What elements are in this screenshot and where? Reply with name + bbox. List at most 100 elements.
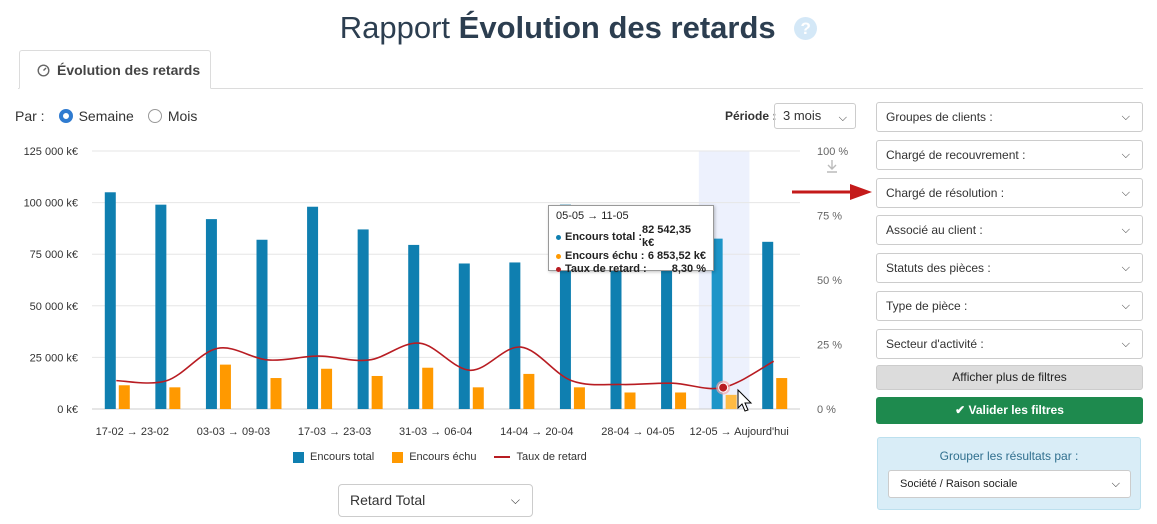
group-results-label: Grouper les résultats par : bbox=[939, 449, 1079, 463]
chevron-down-icon: ⌵ bbox=[1121, 262, 1130, 275]
bar-encours-echu bbox=[725, 394, 737, 409]
radio-semaine-dot[interactable] bbox=[58, 109, 73, 123]
tab-bar bbox=[18, 88, 1143, 89]
tooltip-value: 82 542,35 k€ bbox=[642, 224, 691, 249]
bar-encours-total bbox=[762, 241, 774, 409]
filter-label: Type de pièce : bbox=[886, 298, 968, 313]
filter-label: Groupes de clients : bbox=[886, 110, 993, 124]
y-tick-label: 75 000 k€ bbox=[30, 249, 78, 261]
bar-encours-echu bbox=[321, 368, 333, 409]
chevron-down-icon: ⌵ bbox=[1111, 478, 1120, 490]
legend-item-taux[interactable]: Taux de retard bbox=[494, 451, 587, 463]
filter-charge-recouvrement[interactable]: Chargé de recouvrement : ⌵ bbox=[876, 139, 1143, 170]
par-label: Par : bbox=[15, 108, 45, 124]
radio-mois[interactable]: Mois bbox=[147, 108, 198, 124]
legend-item-total[interactable]: Encours total bbox=[293, 451, 374, 463]
chevron-down-icon: ⌵ bbox=[1121, 148, 1130, 161]
legend-label-echu: Encours échu bbox=[409, 451, 477, 463]
filter-type-piece[interactable]: Type de pièce : ⌵ bbox=[876, 290, 1143, 321]
chevron-down-icon: ⌵ bbox=[1121, 337, 1130, 350]
periode-label: Période : bbox=[725, 109, 777, 123]
tab-label: Évolution des retards bbox=[57, 62, 201, 78]
y2-tick-label: 50 % bbox=[817, 275, 842, 287]
bar-encours-total bbox=[104, 192, 116, 409]
tooltip-row: Encours échu : 6 853,52 k€ bbox=[556, 250, 706, 263]
filter-secteur-activite[interactable]: Secteur d'activité : ⌵ bbox=[876, 328, 1143, 359]
filter-associe-client[interactable]: Associé au client : ⌵ bbox=[876, 215, 1143, 246]
filter-statuts-pieces[interactable]: Statuts des pièces : ⌵ bbox=[876, 253, 1143, 284]
bar-encours-echu bbox=[776, 378, 788, 409]
filter-groupes-clients[interactable]: Groupes de clients : ⌵ bbox=[876, 102, 1143, 132]
radio-semaine[interactable]: Semaine bbox=[58, 108, 134, 124]
y-tick-label: 100 000 k€ bbox=[24, 198, 78, 210]
retard-chart: 125 000 k€ 100 000 k€ 75 000 k€ 50 000 k€ 25… bbox=[24, 146, 849, 438]
bar-encours-total bbox=[559, 204, 571, 409]
x-tick-label: 17-03 → 23-03 bbox=[298, 426, 371, 438]
bar-encours-echu bbox=[169, 387, 181, 409]
y-tick-label: 50 000 k€ bbox=[30, 301, 78, 313]
bar-encours-echu bbox=[270, 378, 282, 409]
bar-encours-total bbox=[458, 263, 470, 409]
y-tick-label: 0 k€ bbox=[57, 404, 78, 416]
tooltip-row: Encours total : 82 542,35 k€ bbox=[556, 224, 706, 250]
bar-encours-total bbox=[509, 262, 521, 409]
filter-charge-resolution[interactable]: Chargé de résolution : ⌵ bbox=[876, 177, 1143, 208]
filter-label: Statuts des pièces : bbox=[886, 261, 991, 276]
more-filters-button[interactable]: Afficher plus de filtres bbox=[876, 365, 1143, 390]
legend-label-taux: Taux de retard bbox=[516, 451, 587, 463]
validate-filters-label: Valider les filtres bbox=[968, 403, 1064, 417]
retard-type-select[interactable]: Retard Total ⌵ bbox=[338, 484, 533, 517]
bar-encours-total bbox=[357, 229, 369, 409]
gauge-icon bbox=[37, 64, 50, 77]
tooltip-row: Taux de retard : 8,30 % bbox=[556, 263, 706, 276]
radio-semaine-label: Semaine bbox=[78, 108, 134, 124]
periode-value: 3 mois bbox=[783, 108, 822, 123]
filter-label: Chargé de résolution : bbox=[886, 185, 1005, 200]
page-title: Rapport Évolution des retards ? bbox=[0, 10, 1157, 46]
chevron-down-icon: ⌵ bbox=[838, 112, 847, 124]
tooltip-period: 05-05 → 11-05 bbox=[556, 210, 629, 222]
legend-swatch-taux bbox=[494, 456, 511, 458]
x-tick-label: 12-05 → Aujourd'hui bbox=[689, 426, 788, 438]
tooltip-bullet bbox=[556, 234, 561, 240]
y2-tick-label: 75 % bbox=[817, 211, 842, 223]
tooltip-value: 6 853,52 k€ bbox=[647, 250, 706, 262]
group-results-box: Grouper les résultats par : Société / Ra… bbox=[877, 437, 1141, 510]
group-results-select[interactable]: Société / Raison sociale ⌵ bbox=[888, 470, 1131, 498]
chevron-down-icon: ⌵ bbox=[1121, 299, 1130, 312]
y-tick-label: 125 000 k€ bbox=[24, 146, 78, 158]
radio-mois-dot[interactable] bbox=[147, 109, 162, 123]
chevron-down-icon: ⌵ bbox=[1121, 224, 1130, 237]
bar-encours-echu bbox=[573, 387, 585, 409]
tooltip-label: Encours total : bbox=[564, 230, 642, 243]
bar-encours-total bbox=[205, 219, 217, 409]
granularity-selector: Par : Semaine Mois bbox=[15, 108, 211, 124]
bar-encours-total bbox=[408, 244, 420, 409]
download-icon bbox=[827, 160, 837, 173]
filter-label: Associé au client : bbox=[886, 223, 983, 238]
check-icon: ✔ bbox=[955, 403, 966, 417]
chevron-down-icon: ⌵ bbox=[1121, 186, 1130, 199]
y-tick-label: 25 000 k€ bbox=[30, 352, 78, 364]
help-icon[interactable]: ? bbox=[794, 17, 818, 40]
tooltip-label: Encours échu : bbox=[565, 250, 645, 262]
legend-item-echu[interactable]: Encours échu bbox=[392, 451, 476, 463]
validate-filters-button[interactable]: ✔ Valider les filtres bbox=[876, 397, 1143, 424]
x-tick-label: 14-04 → 20-04 bbox=[500, 426, 573, 438]
cursor-icon bbox=[737, 388, 753, 412]
periode-select[interactable]: 3 mois ⌵ bbox=[774, 103, 856, 129]
title-prefix: Rapport bbox=[339, 10, 451, 45]
bar-encours-echu bbox=[422, 367, 434, 409]
chevron-down-icon: ⌵ bbox=[510, 493, 520, 507]
bar-encours-echu bbox=[624, 392, 636, 409]
y2-tick-label: 0 % bbox=[817, 404, 836, 416]
x-tick-label: 03-03 → 09-03 bbox=[197, 426, 270, 438]
radio-mois-label: Mois bbox=[167, 108, 198, 124]
bar-encours-total bbox=[661, 237, 673, 409]
bar-encours-total bbox=[307, 206, 319, 409]
bar-encours-echu bbox=[523, 373, 535, 409]
bar-encours-echu bbox=[675, 392, 687, 409]
group-results-value: Société / Raison sociale bbox=[900, 478, 1018, 490]
tab-evolution-retards[interactable]: Évolution des retards bbox=[19, 50, 211, 89]
hover-band bbox=[698, 151, 750, 409]
